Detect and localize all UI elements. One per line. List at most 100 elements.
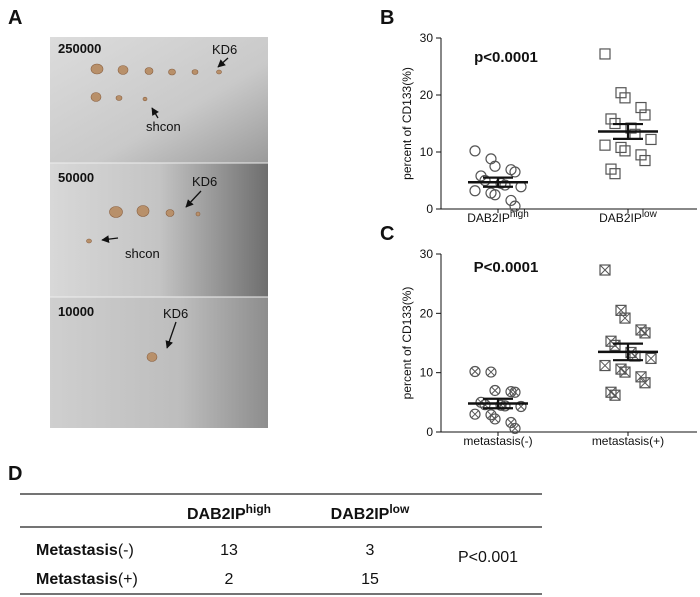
photo [50, 37, 268, 163]
y-axis-label: percent of CD133(%) [400, 287, 414, 400]
data-point-cross [639, 377, 651, 389]
data-point [619, 145, 631, 157]
arrow-label: KD6 [163, 306, 188, 321]
data-point [505, 416, 517, 429]
arrows [101, 57, 229, 349]
cell-count: 10000 [58, 304, 94, 319]
table-cell: 15 [361, 571, 379, 588]
data-point [505, 194, 517, 207]
data-point [619, 312, 631, 324]
data-point [515, 400, 527, 413]
y-tick-label: 30 [420, 247, 434, 261]
data-point-cross [609, 340, 621, 351]
arrow-label: KD6 [212, 42, 237, 57]
x-tick-label: metastasis(-) [463, 434, 532, 448]
data-point [485, 409, 497, 421]
category: metastasis(-) [463, 434, 532, 448]
category: DAB2IP [467, 211, 510, 225]
x-tick-label: metastasis(+) [592, 434, 664, 448]
y-tick-label: 20 [420, 88, 434, 102]
data-point [645, 133, 657, 146]
row-label-rest: (+) [118, 571, 138, 588]
header-base: DAB2IP [331, 506, 390, 523]
data-point [639, 377, 651, 389]
row-label: Metastasis(+) [36, 571, 138, 588]
arrow-label: KD6 [192, 174, 217, 189]
data-point-cross [615, 305, 627, 316]
data-point [499, 179, 511, 191]
data-point [469, 365, 481, 378]
data-point [599, 48, 611, 60]
data-point-cross [635, 371, 647, 383]
table-cell: 2 [225, 571, 234, 588]
data-point [509, 422, 521, 435]
y-tick-label: 10 [420, 366, 434, 380]
p-value: P<0.001 [458, 549, 518, 566]
panel-label: A [8, 7, 22, 29]
data-point-cross [609, 389, 621, 401]
panel-label: D [8, 463, 22, 485]
cell-count: 250000 [58, 41, 101, 56]
category: metastasis(+) [592, 434, 664, 448]
data-point [469, 408, 481, 420]
data-point [509, 386, 521, 398]
data-point [639, 154, 651, 167]
category-superscript: low [642, 209, 658, 220]
header-sup: high [246, 502, 271, 516]
x-tick-label: DAB2IPhigh [467, 209, 529, 225]
photo [50, 297, 268, 428]
data-point [619, 92, 631, 104]
header-base: DAB2IP [187, 506, 246, 523]
data-point-cross [599, 264, 611, 276]
error-bar [483, 397, 513, 410]
category: DAB2IP [599, 211, 642, 225]
y-tick-label: 20 [420, 306, 434, 320]
data-point [635, 149, 647, 161]
row-label-bold: Metastasis [36, 542, 118, 559]
row-label-rest: (-) [118, 542, 134, 559]
data-point-cross [491, 415, 499, 423]
error-bar [483, 176, 513, 188]
data-point [489, 384, 501, 397]
table-cell: 3 [366, 542, 375, 559]
x-tick-label: DAB2IPlow [599, 209, 657, 225]
error-bar [613, 342, 643, 362]
column-header: DAB2IPlow [331, 502, 410, 523]
data-point-cross [511, 388, 519, 397]
data-point [635, 371, 647, 383]
data-point [489, 189, 501, 201]
photo-panel [50, 37, 268, 428]
panel-label: B [380, 7, 394, 29]
category-superscript: high [510, 209, 529, 220]
row-label-bold: Metastasis [36, 571, 118, 588]
data-point-cross [511, 424, 519, 433]
data-point [485, 366, 497, 378]
data-point [599, 139, 611, 151]
column-header: DAB2IPhigh [187, 502, 271, 523]
y-tick-label: 30 [420, 31, 434, 45]
data-point [599, 359, 611, 372]
y-tick-label: 0 [426, 425, 433, 439]
table-cell: 13 [220, 542, 238, 559]
data-point [615, 363, 627, 375]
error-bar [613, 122, 643, 140]
row-label: Metastasis(-) [36, 542, 134, 559]
arrow-label: shcon [146, 119, 181, 134]
data-point [645, 352, 657, 365]
data-point [639, 109, 651, 121]
data-point [499, 400, 511, 412]
data-point [605, 335, 617, 347]
data-point-cross [491, 386, 499, 395]
annotation: P<0.0001 [474, 259, 539, 276]
data-point [605, 386, 617, 398]
annotation: p<0.0001 [474, 49, 538, 66]
data-point [639, 327, 651, 339]
y-axis-label: percent of CD133(%) [400, 67, 414, 180]
spheres [86, 63, 222, 362]
data-point [609, 389, 621, 401]
data-point [469, 185, 481, 197]
data-point-cross [487, 368, 495, 376]
data-point-cross [507, 418, 515, 427]
